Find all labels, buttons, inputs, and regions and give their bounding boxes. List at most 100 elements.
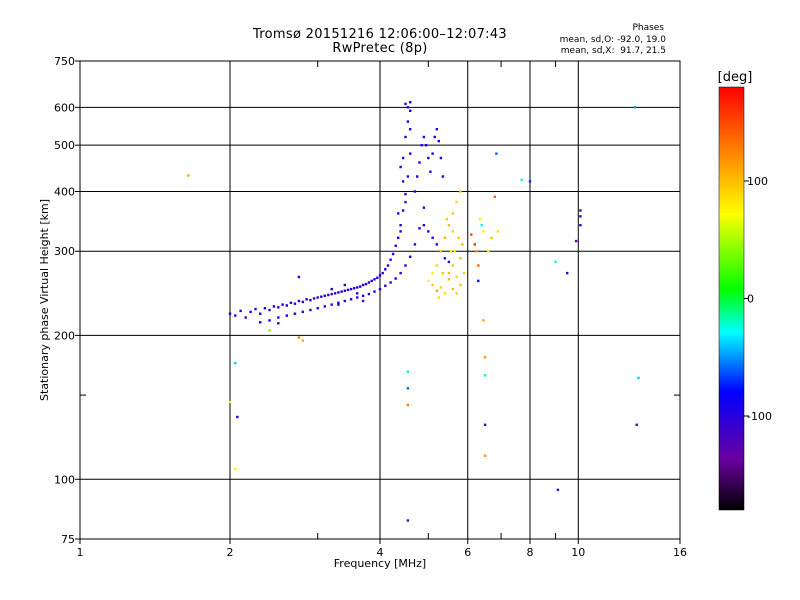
data-point: [399, 271, 402, 275]
data-point: [376, 276, 379, 279]
data-point: [401, 180, 405, 183]
data-point: [228, 312, 232, 315]
phase-x-stats: mean, sd,X: 91.7, 21.5: [560, 46, 666, 56]
data-point: [312, 297, 316, 300]
data-point: [637, 376, 640, 380]
data-point: [455, 292, 458, 295]
data-point: [487, 250, 490, 253]
data-point: [373, 290, 376, 293]
data-point: [254, 307, 257, 311]
data-point: [397, 236, 400, 239]
x-tick-label: 2: [227, 546, 234, 559]
data-point: [309, 308, 312, 312]
data-point: [349, 298, 353, 301]
data-point: [435, 243, 438, 246]
data-point: [401, 209, 405, 212]
y-tick-label: 75: [61, 533, 75, 546]
y-tick-label: 100: [54, 473, 75, 486]
data-point: [277, 322, 280, 325]
data-point: [356, 286, 359, 289]
data-point: [477, 279, 480, 283]
data-point: [459, 283, 462, 287]
data-point: [301, 300, 304, 304]
data-point: [635, 423, 638, 426]
data-point: [406, 519, 410, 522]
x-tick-label: 10: [571, 546, 585, 559]
data-point: [409, 128, 412, 131]
data-point: [483, 423, 487, 426]
data-point: [404, 102, 407, 106]
data-point: [277, 306, 280, 309]
data-point: [435, 264, 438, 267]
data-point: [384, 268, 387, 271]
colorbar-tick-label: 0: [747, 293, 754, 306]
data-point: [361, 283, 365, 287]
data-point: [305, 298, 308, 301]
data-point: [234, 314, 237, 317]
data-point: [330, 292, 333, 296]
data-point: [323, 294, 326, 297]
data-point: [443, 292, 447, 295]
data-point: [289, 301, 293, 304]
data-point: [439, 250, 443, 253]
data-point: [297, 336, 301, 339]
data-point: [333, 292, 337, 295]
data-point: [367, 281, 371, 284]
data-point: [429, 170, 432, 173]
data-point: [579, 215, 582, 218]
data-point: [404, 135, 407, 139]
data-point: [361, 299, 365, 303]
data-point: [343, 289, 346, 292]
data-point: [320, 295, 323, 298]
data-point: [378, 287, 382, 291]
data-point: [447, 260, 451, 264]
data-point: [451, 230, 454, 233]
data-point: [483, 454, 487, 457]
data-point: [453, 250, 456, 253]
data-point: [234, 361, 237, 365]
data-point: [422, 135, 426, 139]
data-point: [404, 200, 407, 204]
data-point: [574, 239, 578, 243]
data-point: [389, 258, 392, 261]
data-point: [293, 302, 297, 305]
data-point: [249, 310, 252, 314]
data-point: [461, 243, 464, 246]
data-point: [364, 282, 368, 286]
data-point: [259, 312, 262, 315]
data-point: [475, 250, 478, 253]
data-point: [431, 152, 434, 155]
data-point: [397, 212, 400, 215]
colorbar-ticks: 100 0 -100: [744, 175, 772, 423]
data-point: [323, 305, 326, 308]
data-point: [422, 224, 426, 227]
data-point: [445, 218, 449, 221]
data-point: [337, 301, 340, 304]
data-point: [337, 303, 340, 306]
data-point: [482, 230, 485, 233]
data-points: [187, 101, 640, 522]
data-point: [441, 271, 445, 275]
data-point: [293, 312, 297, 315]
data-point: [520, 178, 523, 182]
data-point: [451, 264, 454, 267]
data-point: [367, 292, 371, 296]
data-point: [349, 287, 353, 291]
data-point: [309, 298, 312, 302]
y-axis-ticks: 75 100 200 300 400 500 600 750: [54, 55, 680, 546]
data-point: [353, 287, 356, 290]
chart-title-line1: Tromsø 20151216 12:06:00–12:07:43: [252, 27, 508, 42]
data-point: [457, 236, 460, 239]
data-point: [343, 299, 346, 303]
data-point: [455, 200, 458, 204]
data-point: [431, 283, 434, 287]
data-point: [343, 283, 346, 287]
data-point: [406, 370, 410, 373]
data-point: [406, 175, 410, 178]
data-point: [424, 144, 428, 147]
data-point: [406, 403, 410, 407]
data-point: [340, 290, 343, 293]
y-tick-label: 500: [54, 139, 75, 152]
data-point: [399, 165, 402, 169]
